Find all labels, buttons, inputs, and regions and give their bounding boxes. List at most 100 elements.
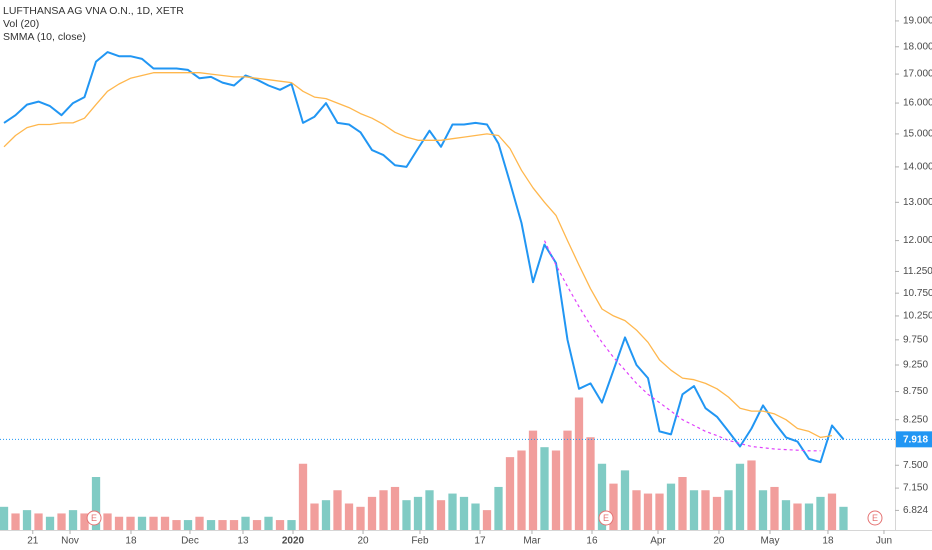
volume-bar — [413, 496, 423, 530]
volume-bar — [551, 450, 561, 530]
y-tick-label: 9.250 — [903, 360, 928, 371]
volume-bar — [620, 470, 630, 530]
volume-bar — [344, 503, 354, 530]
volume-bar — [609, 483, 618, 530]
price-line — [543, 240, 821, 452]
event-marker — [86, 510, 102, 526]
event-label: E — [91, 513, 97, 523]
volume-bar — [528, 430, 538, 530]
volume-bar — [758, 490, 768, 530]
volume-bar — [22, 510, 32, 530]
price-line — [3, 51, 845, 464]
y-tick-label: 10.750 — [903, 288, 932, 299]
y-tick-label: 8.250 — [903, 414, 928, 425]
volume-bar — [103, 513, 112, 530]
event-label: E — [872, 513, 878, 523]
y-tick-label: 16.000 — [903, 98, 932, 109]
volume-bar — [137, 516, 147, 530]
x-tick-label: 13 — [237, 536, 249, 547]
volume-bar — [643, 493, 653, 530]
x-tick-label: 18 — [125, 536, 137, 547]
volume-bar — [701, 490, 710, 530]
event-label: E — [603, 513, 609, 523]
y-tick-label: 13.000 — [903, 197, 932, 208]
volume-bar — [206, 520, 216, 530]
volume-bar — [770, 486, 779, 530]
volume-bar — [126, 516, 135, 530]
x-tick-label: Nov — [61, 536, 79, 547]
y-tick-label: 11.250 — [903, 266, 932, 277]
volume-bar — [839, 506, 848, 530]
volume-bar — [367, 496, 377, 530]
legend-entry: Vol (20) — [3, 18, 39, 30]
x-tick-label: 21 — [27, 536, 39, 547]
volume-bar — [402, 500, 411, 530]
volume-bar — [655, 493, 664, 530]
x-tick-label: Mar — [523, 536, 541, 547]
last-price-tag — [896, 431, 932, 448]
volume-bar — [747, 460, 756, 530]
volume-bar — [793, 503, 802, 530]
y-tick-label: 7.500 — [903, 460, 928, 471]
volume-bar — [689, 490, 699, 530]
volume-bar — [827, 493, 837, 530]
y-tick-label: 6.824 — [903, 505, 928, 516]
x-tick-label: May — [761, 536, 780, 547]
volume-bar — [321, 500, 331, 530]
volume-bar — [287, 520, 296, 530]
volume-bar — [91, 477, 101, 530]
x-tick-label: 17 — [474, 536, 486, 547]
volume-bar — [436, 500, 446, 530]
x-tick-label: 20 — [713, 536, 725, 547]
x-tick-label: Apr — [650, 536, 666, 547]
volume-bar — [425, 490, 434, 530]
volume-bar — [724, 490, 733, 530]
volume-bar — [471, 503, 480, 530]
price-line — [3, 72, 833, 439]
volume-bar — [149, 516, 158, 530]
y-tick-label: 7.150 — [903, 483, 928, 494]
volume-bar — [218, 520, 227, 530]
volume-bar — [781, 500, 791, 530]
legend-entry: LUFTHANSA AG VNA O.N., 1D, XETR — [3, 5, 184, 17]
volume-bar — [241, 516, 250, 530]
volume-bar — [114, 516, 124, 530]
volume-bar — [586, 437, 595, 530]
y-tick-label: 9.750 — [903, 334, 928, 345]
event-marker — [598, 510, 614, 526]
y-tick-label: 19.000 — [903, 16, 932, 27]
volume-bar — [597, 463, 607, 530]
last-price-label: 7.918 — [903, 434, 928, 445]
volume-bar — [712, 496, 722, 530]
x-tick-label: Dec — [181, 536, 199, 547]
y-tick-label: 14.000 — [903, 162, 932, 173]
volume-bar — [310, 503, 319, 530]
volume-bar — [45, 516, 55, 530]
x-tick-label: 16 — [586, 536, 598, 547]
volume-bar — [11, 513, 20, 530]
volume-bar — [172, 520, 181, 530]
volume-bar — [448, 493, 457, 530]
volume-bar — [482, 510, 492, 530]
y-tick-label: 10.250 — [903, 311, 932, 322]
volume-bar — [275, 520, 285, 530]
x-tick-label: 2020 — [282, 536, 305, 547]
volume-bar — [505, 457, 515, 530]
event-marker — [867, 510, 883, 526]
volume-bar — [494, 486, 503, 530]
volume-bar — [356, 506, 365, 530]
volume-bar — [298, 463, 308, 530]
y-tick-label: 17.000 — [903, 69, 932, 80]
volume-bar — [57, 513, 66, 530]
volume-bar — [804, 503, 814, 530]
volume-bar — [816, 496, 825, 530]
x-tick-label: 20 — [357, 536, 369, 547]
volume-bar — [68, 510, 78, 530]
volume-bar — [229, 520, 239, 530]
volume-bar — [735, 463, 745, 530]
volume-bar — [563, 430, 572, 530]
volume-bar — [517, 450, 526, 530]
y-tick-label: 12.000 — [903, 235, 932, 246]
y-tick-label: 8.750 — [903, 386, 928, 397]
